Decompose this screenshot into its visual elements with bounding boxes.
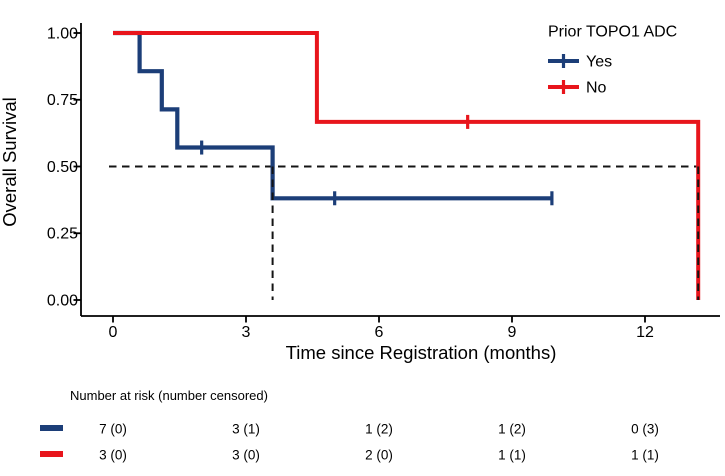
risk-value: 3 (0)	[99, 448, 127, 463]
median-lines	[271, 166, 700, 300]
legend-item-no: No	[548, 80, 607, 97]
x-tick-label: 9	[508, 324, 517, 341]
y-axis: 1.00 0.75 0.50 0.25 0.00	[47, 23, 82, 316]
risk-value: 7 (0)	[99, 422, 127, 437]
risk-value: 0 (3)	[631, 422, 659, 437]
y-tick-label: 0.25	[47, 226, 78, 243]
legend-label-yes: Yes	[586, 54, 612, 71]
legend: Prior TOPO1 ADC Yes No	[548, 24, 677, 97]
x-axis: 0 3 6 9 12	[81, 315, 720, 341]
risk-table-header: Number at risk (number censored)	[70, 388, 268, 403]
y-tick-label: 0.75	[47, 92, 78, 109]
risk-value: 1 (2)	[498, 422, 526, 437]
risk-row-no: 3 (0) 3 (0) 2 (0) 1 (1) 1 (1)	[99, 448, 659, 463]
km-curve-yes	[113, 30, 552, 201]
risk-value: 1 (1)	[498, 448, 526, 463]
risk-value: 2 (0)	[365, 448, 393, 463]
legend-label-no: No	[586, 80, 607, 97]
risk-row-swatch-yes	[40, 425, 63, 431]
risk-value: 1 (2)	[365, 422, 393, 437]
risk-table: Number at risk (number censored) 7 (0) 3…	[40, 388, 659, 463]
risk-value: 3 (1)	[232, 422, 260, 437]
x-tick-label: 3	[242, 324, 251, 341]
x-axis-title: Time since Registration (months)	[286, 342, 557, 363]
y-tick-label: 0.00	[47, 293, 78, 310]
risk-value: 1 (1)	[631, 448, 659, 463]
x-tick-label: 12	[636, 324, 654, 341]
risk-row-yes: 7 (0) 3 (1) 1 (2) 1 (2) 0 (3)	[99, 422, 659, 437]
risk-row-swatch-no	[40, 451, 63, 457]
legend-title: Prior TOPO1 ADC	[548, 24, 677, 41]
y-axis-title: Overall Survival	[0, 97, 20, 227]
legend-item-yes: Yes	[548, 54, 612, 71]
y-tick-label: 1.00	[47, 26, 78, 43]
y-tick-label: 0.50	[47, 159, 78, 176]
x-tick-label: 0	[109, 324, 118, 341]
risk-value: 3 (0)	[232, 448, 260, 463]
x-tick-label: 6	[375, 324, 384, 341]
